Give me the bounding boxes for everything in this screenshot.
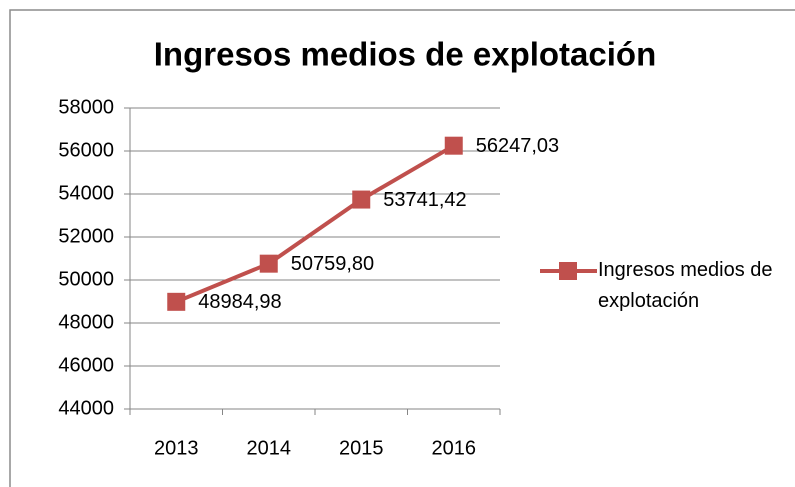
chart-frame — [9, 9, 795, 487]
y-tick-label: 54000 — [58, 182, 114, 204]
x-tick-label: 2016 — [432, 437, 477, 459]
data-label: 48984,98 — [198, 291, 281, 313]
legend-entry: Ingresos medios de explotación — [598, 259, 773, 312]
x-tick-label: 2013 — [154, 437, 199, 459]
y-tick-label: 46000 — [58, 354, 114, 376]
y-tick-label: 44000 — [58, 397, 114, 419]
series-marker — [167, 292, 186, 311]
series-marker — [259, 254, 278, 273]
y-tick-label: 48000 — [58, 311, 114, 333]
data-label: 56247,03 — [476, 135, 559, 157]
data-label: 50759,80 — [291, 253, 374, 275]
y-tick-label: 50000 — [58, 268, 114, 290]
legend-marker — [559, 262, 577, 280]
series-marker — [352, 190, 371, 209]
chart-title: Ingresos medios de explotación — [154, 36, 656, 73]
data-label: 53741,42 — [383, 189, 466, 211]
legend-label: Ingresos medios de explotación — [598, 259, 773, 312]
series-marker — [444, 136, 463, 155]
series-line — [175, 143, 455, 304]
y-tick-label: 56000 — [58, 139, 114, 161]
y-tick-label: 52000 — [58, 225, 114, 247]
x-tick-label: 2014 — [247, 437, 292, 459]
y-tick-label: 58000 — [58, 96, 114, 118]
x-tick-label: 2015 — [339, 437, 384, 459]
